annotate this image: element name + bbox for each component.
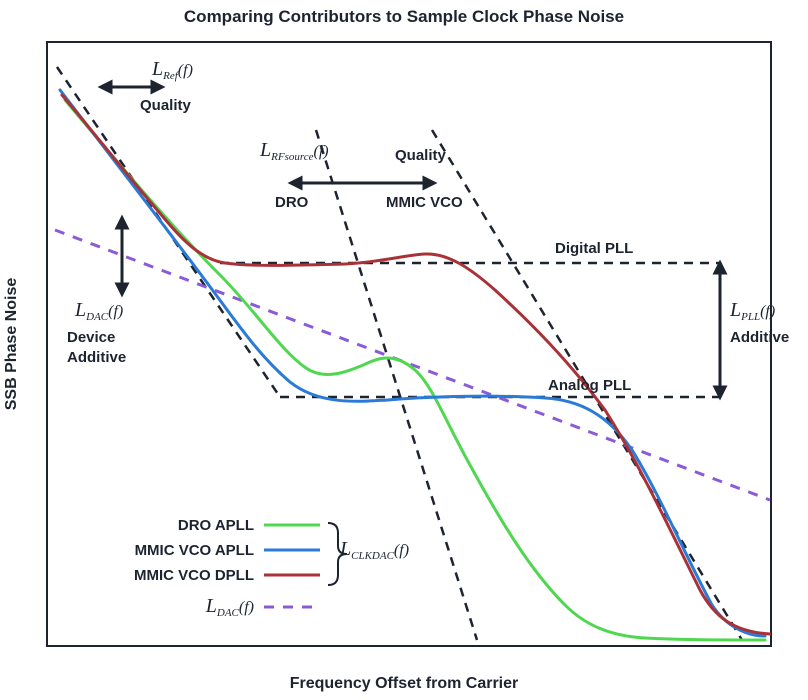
annotation-device-additive-1: Device (67, 329, 115, 346)
legend-label-leg-blue: MMIC VCO APLL (135, 542, 254, 559)
annotation-mmic-vco-label: MMIC VCO (386, 194, 463, 211)
annotation-ref-quality-label: Quality (140, 97, 192, 114)
y-axis-label: SSB Phase Noise (3, 278, 20, 411)
legend-label-leg-red: MMIC VCO DPLL (134, 567, 254, 584)
x-axis-label: Frequency Offset from Carrier (290, 675, 519, 692)
annotation-device-additive-2: Additive (67, 349, 126, 366)
legend-label-leg-green: DRO APLL (178, 517, 254, 534)
annotation-rfsrc-quality-label: Quality (395, 147, 447, 164)
annotation-pll-additive-label: Additive (730, 329, 789, 346)
annotation-dro-label: DRO (275, 194, 309, 211)
annotation-analog-pll-label: Analog PLL (548, 377, 631, 394)
chart-title: Comparing Contributors to Sample Clock P… (184, 7, 624, 26)
annotation-digital-pll-label: Digital PLL (555, 240, 633, 257)
